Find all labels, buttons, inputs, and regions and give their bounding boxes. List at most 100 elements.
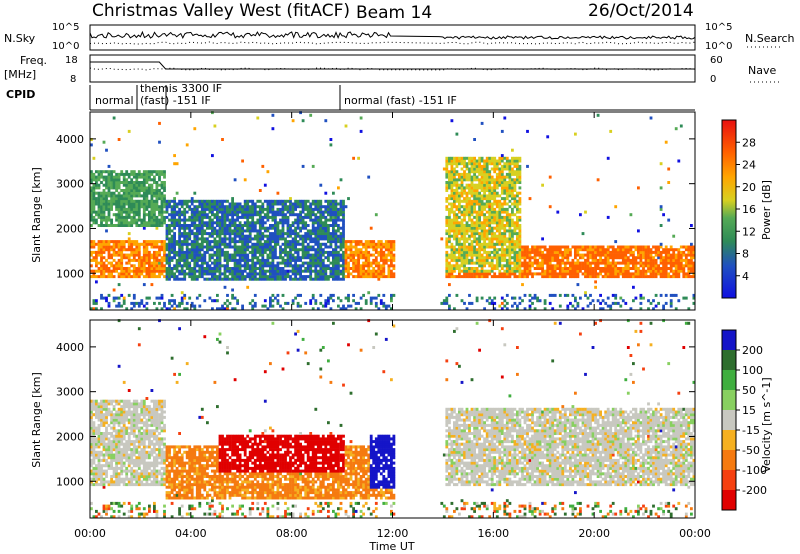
heatmap-cell (498, 183, 502, 187)
heatmap-cell (455, 242, 459, 246)
heatmap-cell (329, 261, 333, 265)
heatmap-cell (105, 242, 108, 246)
heatmap-cell (193, 277, 197, 281)
heatmap-cell (450, 269, 454, 273)
heatmap-cell (117, 199, 121, 203)
heatmap-cell (231, 210, 234, 214)
heatmap-cell (332, 240, 335, 244)
heatmap-cell (352, 264, 355, 268)
heatmap-cell (243, 199, 247, 203)
heatmap-cell (490, 267, 494, 270)
heatmap-cell (160, 248, 164, 252)
heatmap-cell (221, 138, 224, 141)
heatmap-cell (332, 250, 335, 254)
heatmap-cell (649, 256, 653, 260)
heatmap-cell (299, 248, 302, 252)
heatmap-cell (324, 301, 328, 305)
heatmap-cell (127, 258, 131, 262)
heatmap-cell (211, 307, 214, 311)
heatmap-cell (216, 256, 219, 260)
heatmap-cell (306, 250, 310, 254)
heatmap-cell (513, 275, 517, 279)
heatmap-cell (213, 221, 217, 225)
heatmap-cell (193, 213, 197, 217)
heatmap-cell (563, 293, 567, 297)
heatmap-cell (120, 253, 124, 257)
heatmap-cell (190, 248, 194, 252)
heatmap-cell (516, 232, 519, 236)
heatmap-cell (95, 218, 98, 222)
heatmap-cell (269, 261, 272, 265)
heatmap-cell (311, 245, 315, 249)
heatmap-cell (117, 296, 121, 300)
heatmap-cell (483, 226, 486, 230)
heatmap-cell (163, 275, 166, 279)
heatmap-cell (95, 186, 98, 190)
heatmap-cell (309, 256, 313, 260)
heatmap-cell (231, 293, 234, 297)
heatmap-cell (470, 159, 474, 163)
heatmap-cell (468, 210, 471, 214)
heatmap-cell (261, 202, 265, 206)
heatmap-cell (453, 194, 456, 198)
heatmap-cell (347, 269, 350, 273)
heatmap-cell (165, 224, 169, 227)
heatmap-cell (115, 304, 118, 308)
heatmap-cell (632, 299, 635, 303)
heatmap-cell (132, 275, 136, 279)
heatmap-cell (110, 202, 113, 206)
heatmap-cell (117, 264, 121, 268)
heatmap-cell (563, 267, 567, 270)
heatmap-cell (332, 293, 335, 297)
heatmap-cell (533, 307, 537, 311)
heatmap-cell (185, 307, 189, 311)
heatmap-cell (148, 256, 151, 260)
heatmap-cell (533, 272, 537, 276)
heatmap-cell (473, 170, 476, 174)
heatmap-cell (458, 221, 461, 225)
heatmap-cell (384, 261, 388, 265)
heatmap-cell (100, 250, 103, 254)
heatmap-cell (211, 199, 214, 203)
heatmap-cell (137, 264, 141, 268)
heatmap-cell (223, 234, 227, 238)
heatmap-cell (364, 269, 368, 273)
heatmap-cell (342, 207, 345, 211)
heatmap-cell (465, 272, 469, 276)
heatmap-cell (614, 240, 618, 244)
heatmap-cell (453, 237, 456, 241)
heatmap-cell (478, 250, 481, 254)
heatmap-cell (185, 232, 189, 236)
heatmap-cell (236, 224, 239, 227)
heatmap-cell (107, 178, 111, 182)
heatmap-cell (163, 253, 166, 257)
heatmap-cell (513, 172, 517, 176)
heatmap-cell (150, 269, 154, 273)
heatmap-cell (327, 250, 330, 254)
heatmap-cell (100, 197, 103, 201)
heatmap-cell (155, 264, 159, 268)
heatmap-cell (347, 261, 350, 265)
heatmap-cell (321, 210, 325, 214)
heatmap-cell (362, 293, 365, 297)
heatmap-cell (238, 210, 242, 214)
heatmap-cell (485, 242, 489, 246)
heatmap-cell (634, 296, 638, 300)
heatmap-cell (576, 264, 580, 268)
heatmap-cell (112, 181, 116, 184)
heatmap-cell (158, 213, 161, 217)
heatmap-cell (453, 175, 456, 179)
heatmap-cell (122, 202, 126, 206)
heatmap-cell (173, 205, 176, 209)
heatmap-cell (488, 194, 492, 198)
heatmap-cell (289, 275, 292, 279)
heatmap-cell (478, 269, 481, 273)
heatmap-cell (574, 248, 577, 252)
heatmap-cell (339, 237, 343, 241)
heatmap-cell (130, 186, 134, 190)
heatmap-cell (513, 202, 517, 206)
heatmap-cell (460, 181, 464, 184)
heatmap-cell (324, 299, 328, 303)
heatmap-cell (132, 250, 136, 254)
heatmap-cell (170, 269, 174, 273)
